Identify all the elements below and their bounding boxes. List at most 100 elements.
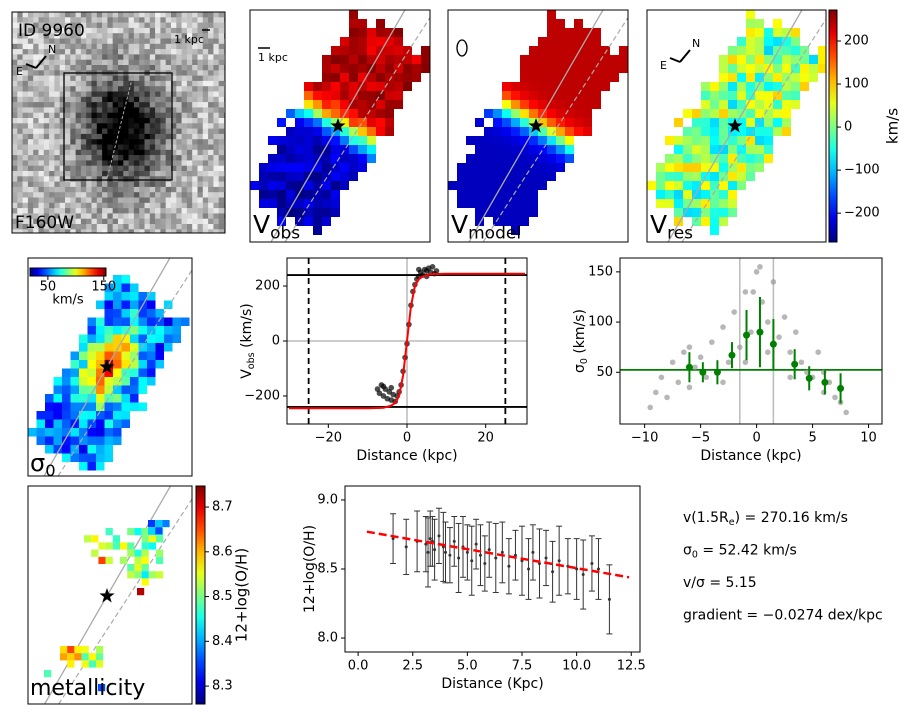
pixel: [313, 82, 322, 91]
pixel: [782, 109, 791, 118]
pixel: [547, 55, 556, 64]
minor-axis: [284, 16, 430, 242]
pixel: [43, 133, 50, 140]
pixel: [80, 128, 87, 135]
pixel: [737, 73, 746, 82]
pixel: [123, 80, 129, 87]
pixel: [186, 80, 193, 87]
pixel: [304, 82, 313, 91]
pixel: [737, 46, 746, 55]
y-tick-label: 200: [255, 279, 280, 294]
pixel: [12, 70, 18, 76]
pixel: [54, 17, 60, 23]
pixel: [746, 100, 755, 109]
pixel: [54, 202, 60, 209]
pixel: [181, 213, 188, 219]
pixel: [49, 171, 55, 177]
data-point: [380, 383, 387, 390]
pixel: [358, 154, 367, 163]
pixel: [773, 73, 782, 82]
pixel: [80, 176, 87, 182]
pixel: [22, 128, 29, 135]
pixel: [96, 343, 105, 352]
pixel: [746, 109, 755, 118]
pixel: [141, 528, 149, 536]
pixel: [107, 171, 113, 177]
pixel: [773, 118, 782, 127]
pixel: [171, 43, 177, 50]
pixel: [38, 96, 45, 103]
pixel: [86, 22, 92, 29]
pixel: [511, 118, 520, 127]
pixel: [493, 163, 502, 172]
pixel: [746, 91, 755, 100]
pixel: [403, 82, 412, 91]
pixel: [17, 27, 23, 34]
pixel: [502, 217, 511, 226]
pixel: [139, 133, 145, 140]
pixel: [96, 171, 103, 177]
pixel: [38, 38, 45, 45]
pixel: [565, 136, 574, 145]
pixel: [96, 377, 105, 386]
pixel: [59, 202, 66, 209]
pixel: [98, 556, 106, 564]
pixel: [96, 229, 103, 233]
pixel: [17, 139, 23, 145]
pixel: [141, 564, 149, 572]
pixel: [139, 91, 145, 98]
pixel: [484, 199, 493, 208]
pixel: [755, 154, 764, 163]
pixel: [123, 128, 129, 135]
pixel: [529, 208, 538, 217]
pixel: [165, 192, 172, 198]
pixel: [38, 208, 45, 214]
pixel: [574, 118, 583, 127]
pixel: [484, 172, 493, 181]
pixel: [107, 49, 113, 55]
pixel: [574, 82, 583, 91]
pixel: [394, 91, 403, 100]
pixel: [565, 91, 574, 100]
pixel: [213, 128, 219, 135]
data-point: [590, 561, 594, 565]
label-sub: 0: [579, 358, 590, 364]
pixel: [674, 172, 683, 181]
pixel: [91, 171, 98, 177]
pixel: [75, 128, 82, 135]
pixel: [165, 112, 172, 119]
pixel: [385, 91, 394, 100]
pixel: [96, 176, 103, 182]
pixel: [186, 27, 193, 34]
pixel: [484, 163, 493, 172]
pixel: [17, 149, 23, 156]
pixel: [17, 96, 23, 103]
pixel: [33, 160, 39, 166]
pixel: [208, 54, 214, 60]
pixel: [75, 49, 82, 55]
pixel: [202, 213, 209, 219]
pixel: [70, 165, 76, 172]
pixel: [493, 181, 502, 190]
pixel: [54, 165, 60, 172]
pixel: [181, 229, 188, 233]
pixel: [27, 27, 34, 34]
pixel: [746, 19, 755, 28]
pixel: [192, 22, 198, 29]
pixel: [493, 208, 502, 217]
pixel: [176, 133, 182, 140]
pixel: [65, 123, 71, 129]
pixel: [139, 144, 145, 151]
pixel: [176, 75, 182, 82]
pixel: [87, 436, 96, 445]
pixel: [107, 17, 113, 23]
pixel: [304, 127, 313, 136]
pixel: [62, 377, 71, 386]
y-tick-label: 50: [596, 365, 613, 380]
pixel: [70, 144, 76, 151]
pixel: [118, 86, 124, 92]
pixel: [86, 49, 92, 55]
pixel: [502, 109, 511, 118]
pixel: [112, 155, 119, 161]
pixel: [165, 49, 172, 55]
